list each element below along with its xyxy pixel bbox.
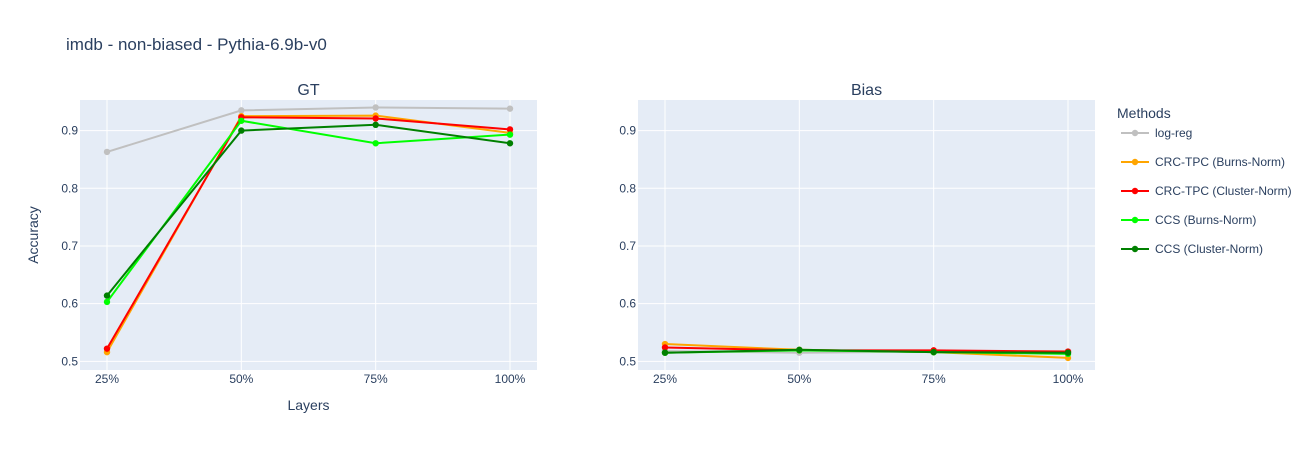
series-ccs-burns-norm bbox=[103, 117, 514, 306]
series-line bbox=[664, 348, 1069, 354]
series-ccs-cluster-norm bbox=[103, 121, 514, 299]
data-point bbox=[506, 140, 514, 147]
y-tick-label: 0.9 bbox=[619, 124, 636, 138]
series-line bbox=[106, 116, 511, 350]
legend-swatch-marker bbox=[1131, 245, 1139, 253]
x-tick-label: 25% bbox=[95, 372, 119, 386]
y-tick-label: 0.7 bbox=[619, 239, 636, 253]
subplot-0: 0.5 0.6 0.7 0.8 0.9 25% 50% 75% 100% GT Layers Accu… bbox=[25, 82, 537, 413]
y-tick-label: 0.6 bbox=[61, 297, 78, 311]
legend-swatch-marker bbox=[1131, 158, 1139, 166]
x-tick-label: 75% bbox=[922, 372, 946, 386]
chart-panels: 0.5 0.6 0.7 0.8 0.9 25% 50% 75% 100% GT Layers Accu… bbox=[25, 82, 1095, 413]
legend-swatch-marker bbox=[1131, 216, 1139, 224]
legend-item[interactable]: CCS (Cluster-Norm) bbox=[1121, 242, 1263, 256]
y-tick-label: 0.5 bbox=[619, 354, 636, 368]
legend-swatch-marker bbox=[1131, 129, 1139, 137]
x-tick-label: 100% bbox=[1053, 372, 1084, 386]
y-tick-label: 0.7 bbox=[61, 239, 78, 253]
data-point bbox=[238, 127, 245, 134]
data-point bbox=[661, 349, 669, 356]
legend-label: CCS (Burns-Norm) bbox=[1155, 213, 1256, 227]
legend-swatch-marker bbox=[1131, 187, 1139, 195]
data-point bbox=[661, 344, 669, 351]
legend-item[interactable]: CRC-TPC (Cluster-Norm) bbox=[1121, 184, 1292, 198]
legend-label: CRC-TPC (Cluster-Norm) bbox=[1155, 184, 1292, 198]
subplot-1: 0.5 0.6 0.7 0.8 0.9 25% 50% 75% 100% Bias bbox=[619, 82, 1095, 386]
subplot-title: Bias bbox=[851, 82, 882, 99]
data-point bbox=[103, 148, 111, 156]
data-point bbox=[506, 131, 514, 138]
series-ccs-cluster-norm bbox=[661, 346, 1072, 356]
data-point bbox=[103, 292, 111, 299]
x-axis-label: Layers bbox=[287, 397, 329, 413]
y-axis-label: Accuracy bbox=[25, 206, 41, 264]
series-line bbox=[106, 119, 511, 303]
data-point bbox=[238, 107, 245, 114]
y-tick-label: 0.5 bbox=[61, 354, 78, 368]
series-log-reg bbox=[103, 104, 514, 156]
y-tick-label: 0.9 bbox=[61, 124, 78, 138]
data-point bbox=[1064, 349, 1072, 356]
x-tick-label: 25% bbox=[653, 372, 677, 386]
data-point bbox=[372, 140, 379, 147]
plot-area bbox=[638, 100, 1095, 370]
data-point bbox=[796, 346, 803, 354]
legend-label: CCS (Cluster-Norm) bbox=[1155, 242, 1263, 256]
data-point bbox=[238, 117, 245, 124]
legend-label: CRC-TPC (Burns-Norm) bbox=[1155, 155, 1285, 169]
legend[interactable]: Methods log-reg CRC-TPC (Burns-Norm) CRC-T… bbox=[1117, 105, 1292, 256]
data-point bbox=[372, 121, 379, 129]
data-point bbox=[506, 105, 514, 112]
series-line bbox=[106, 123, 511, 297]
x-tick-label: 75% bbox=[364, 372, 388, 386]
data-point bbox=[930, 348, 937, 356]
series-crc-tpc-cluster-norm bbox=[103, 114, 514, 352]
data-point bbox=[506, 126, 514, 133]
legend-item[interactable]: log-reg bbox=[1121, 126, 1192, 140]
series-line bbox=[106, 106, 511, 153]
legend-title: Methods bbox=[1117, 105, 1171, 121]
legend-item[interactable]: CRC-TPC (Burns-Norm) bbox=[1121, 155, 1285, 169]
x-tick-label: 100% bbox=[495, 372, 526, 386]
data-point bbox=[372, 115, 379, 122]
figure-title: imdb - non-biased - Pythia-6.9b-v0 bbox=[66, 35, 327, 54]
plot-area bbox=[80, 100, 537, 370]
legend-item[interactable]: CCS (Burns-Norm) bbox=[1121, 213, 1256, 227]
x-tick-label: 50% bbox=[787, 372, 811, 386]
y-tick-label: 0.6 bbox=[619, 297, 636, 311]
y-tick-label: 0.8 bbox=[619, 181, 636, 195]
data-point bbox=[103, 345, 111, 352]
x-tick-label: 50% bbox=[229, 372, 253, 386]
data-point bbox=[372, 104, 379, 111]
y-tick-label: 0.8 bbox=[61, 181, 78, 195]
subplot-title: GT bbox=[297, 82, 319, 99]
legend-label: log-reg bbox=[1155, 126, 1192, 140]
data-point bbox=[103, 298, 111, 306]
